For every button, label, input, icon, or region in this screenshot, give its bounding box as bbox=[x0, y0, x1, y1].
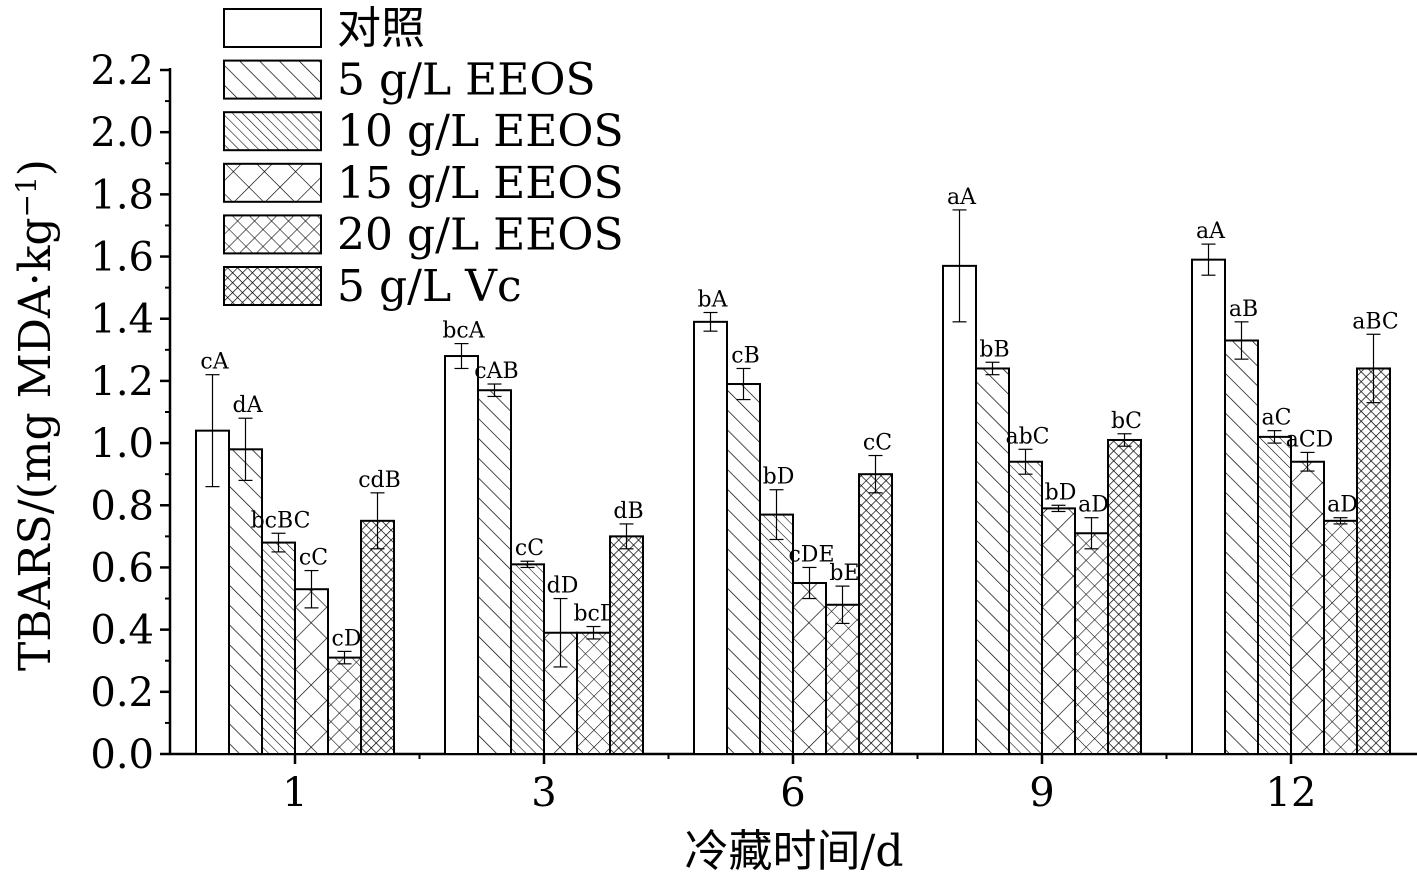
bar bbox=[477, 389, 512, 755]
significance-label: bcBC bbox=[251, 508, 311, 533]
significance-label: aA bbox=[1196, 219, 1226, 244]
y-axis-title-main: TBARS/(mg MDA·kg bbox=[10, 217, 61, 671]
legend-label: 10 g/L EEOS bbox=[337, 106, 624, 157]
x-tick-label: 9 bbox=[1029, 770, 1054, 816]
significance-label: cC bbox=[515, 536, 544, 561]
bar bbox=[1074, 532, 1109, 755]
bar bbox=[1257, 435, 1292, 755]
bar bbox=[1224, 339, 1259, 755]
bar bbox=[792, 582, 827, 755]
bar bbox=[1290, 460, 1325, 755]
y-axis-title-sup: −1 bbox=[10, 176, 43, 217]
significance-label: dD bbox=[547, 574, 579, 599]
bar bbox=[228, 448, 263, 755]
bar bbox=[510, 563, 545, 755]
bar bbox=[1323, 519, 1358, 755]
y-tick-label: 1.2 bbox=[90, 359, 154, 405]
bar bbox=[975, 367, 1010, 755]
significance-label: cC bbox=[863, 431, 892, 456]
legend-swatch bbox=[223, 214, 322, 255]
bar bbox=[360, 519, 395, 755]
y-tick-label: 1.8 bbox=[90, 172, 154, 218]
significance-label: bC bbox=[1111, 409, 1142, 434]
y-tick-label: 0.2 bbox=[90, 670, 154, 716]
x-tick-label: 1 bbox=[282, 770, 307, 816]
y-axis-title: TBARS/(mg MDA·kg−1) bbox=[10, 159, 61, 671]
bar bbox=[1356, 367, 1391, 755]
bar bbox=[858, 473, 893, 755]
bar bbox=[609, 535, 644, 756]
bar bbox=[942, 264, 977, 755]
y-tick-label: 0.8 bbox=[90, 483, 154, 529]
significance-label: aA bbox=[947, 185, 977, 210]
y-tick-label: 1.4 bbox=[90, 297, 154, 343]
significance-label: aD bbox=[1078, 493, 1109, 518]
bar bbox=[825, 603, 860, 755]
x-axis: 1 3 6 9 12 bbox=[170, 752, 1417, 816]
y-axis: 0.0 0.2 0.4 0.6 0.8 1.0 1.2 1.4 1.6 1.8 2.0 2.2 bbox=[90, 48, 172, 778]
bar bbox=[1107, 438, 1142, 755]
significance-label: aC bbox=[1262, 406, 1292, 431]
x-axis-title: 冷藏时间/d bbox=[685, 826, 904, 877]
x-tick-label: 3 bbox=[531, 770, 556, 816]
legend-label: 对照 bbox=[337, 3, 425, 54]
y-tick-label: 1.6 bbox=[90, 235, 154, 281]
significance-label: bE bbox=[829, 561, 859, 586]
significance-label: cC bbox=[299, 546, 328, 571]
legend-label: 5 g/L EEOS bbox=[337, 55, 596, 106]
significance-label: aCD bbox=[1286, 427, 1334, 452]
bar bbox=[726, 383, 761, 755]
legend-swatch bbox=[223, 8, 322, 48]
significance-label: dA bbox=[233, 393, 264, 418]
bar bbox=[693, 320, 728, 755]
significance-label: bcA bbox=[442, 319, 485, 344]
significance-label: aB bbox=[1229, 297, 1258, 322]
significance-label: aD bbox=[1327, 493, 1358, 518]
bar bbox=[1191, 258, 1226, 755]
legend-swatch bbox=[223, 111, 322, 152]
bar bbox=[294, 588, 329, 756]
significance-label: bA bbox=[698, 288, 729, 313]
bar bbox=[444, 355, 479, 755]
significance-label: cdB bbox=[358, 468, 401, 493]
x-tick-label: 12 bbox=[1266, 770, 1317, 816]
x-tick-label: 6 bbox=[780, 770, 805, 816]
y-tick-label: 2.2 bbox=[90, 48, 154, 94]
significance-label: cD bbox=[332, 626, 362, 651]
significance-label: dB bbox=[613, 499, 643, 524]
bar bbox=[576, 631, 611, 756]
significance-label: cAB bbox=[474, 359, 518, 384]
significance-label: bB bbox=[979, 337, 1009, 362]
y-tick-label: 1.0 bbox=[90, 421, 154, 467]
legend-swatch bbox=[223, 266, 322, 306]
bar bbox=[261, 541, 296, 756]
significance-label: cB bbox=[731, 343, 760, 368]
significance-label: bD bbox=[1045, 480, 1077, 505]
y-axis-title-end: ) bbox=[10, 159, 61, 176]
legend-swatch bbox=[223, 162, 322, 203]
significance-label: abC bbox=[1005, 424, 1049, 449]
significance-label: aBC bbox=[1352, 309, 1399, 334]
y-tick-label: 0.4 bbox=[90, 608, 154, 654]
significance-label: cDE bbox=[788, 542, 834, 567]
y-tick-label: 2.0 bbox=[90, 110, 154, 156]
bar bbox=[327, 656, 362, 755]
bar bbox=[759, 513, 794, 755]
bar bbox=[1008, 460, 1043, 755]
significance-label: bD bbox=[763, 465, 795, 490]
legend-label: 15 g/L EEOS bbox=[337, 158, 624, 209]
legend-label: 20 g/L EEOS bbox=[337, 209, 624, 260]
y-tick-label: 0.0 bbox=[90, 732, 154, 778]
significance-label: cA bbox=[200, 350, 229, 375]
legend-swatch bbox=[223, 59, 322, 100]
legend-label: 5 g/L Vc bbox=[337, 261, 522, 312]
bar bbox=[1041, 507, 1076, 755]
y-tick-label: 0.6 bbox=[90, 545, 154, 591]
